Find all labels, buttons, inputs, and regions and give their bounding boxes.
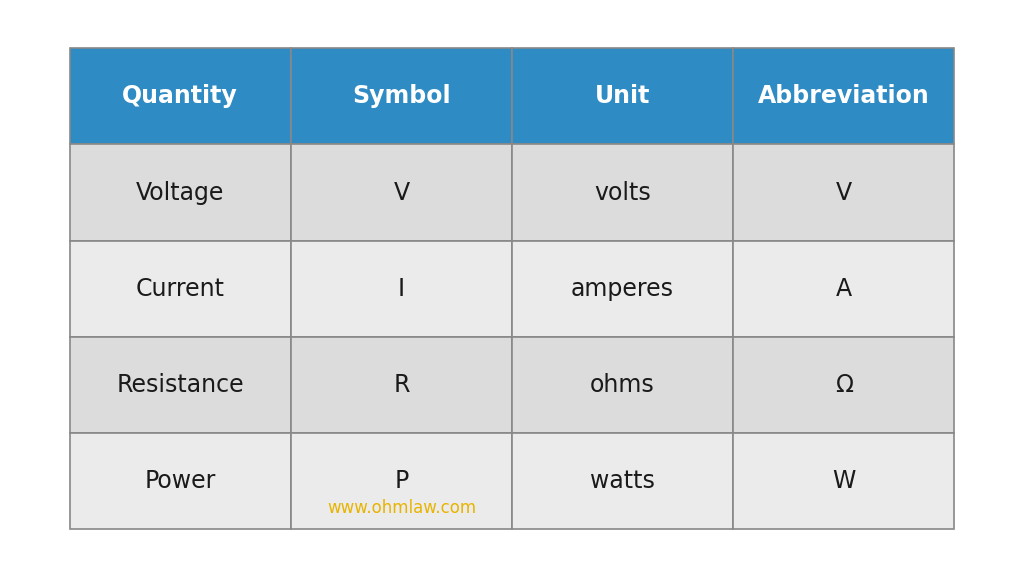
Bar — [291, 433, 512, 529]
Bar — [70, 48, 291, 144]
Text: Quantity: Quantity — [122, 85, 239, 108]
Text: Symbol: Symbol — [352, 85, 451, 108]
Text: Power: Power — [144, 469, 216, 493]
Bar — [512, 337, 733, 433]
Bar — [70, 337, 291, 433]
Bar — [512, 48, 733, 144]
Text: watts: watts — [590, 469, 655, 493]
Text: amperes: amperes — [571, 277, 674, 301]
Bar — [291, 241, 512, 337]
Bar — [70, 144, 291, 241]
Bar — [70, 433, 291, 529]
Text: Abbreviation: Abbreviation — [758, 85, 930, 108]
Text: V: V — [393, 181, 410, 204]
Bar — [291, 48, 512, 144]
Bar — [291, 337, 512, 433]
Text: ohms: ohms — [590, 373, 655, 397]
Text: R: R — [393, 373, 410, 397]
Text: P: P — [394, 469, 409, 493]
Text: V: V — [836, 181, 852, 204]
Bar — [512, 433, 733, 529]
Text: volts: volts — [594, 181, 651, 204]
Bar — [733, 433, 954, 529]
Bar — [70, 241, 291, 337]
Text: Resistance: Resistance — [117, 373, 244, 397]
Bar — [733, 241, 954, 337]
Text: W: W — [833, 469, 855, 493]
Text: A: A — [836, 277, 852, 301]
Bar — [733, 48, 954, 144]
Bar — [291, 144, 512, 241]
Bar — [733, 144, 954, 241]
Text: I: I — [398, 277, 404, 301]
Text: www.ohmlaw.com: www.ohmlaw.com — [327, 499, 476, 517]
Text: Ω: Ω — [835, 373, 853, 397]
Text: Unit: Unit — [595, 85, 650, 108]
Text: Current: Current — [136, 277, 224, 301]
Text: Voltage: Voltage — [136, 181, 224, 204]
Bar — [512, 144, 733, 241]
Bar — [512, 241, 733, 337]
Bar — [733, 337, 954, 433]
